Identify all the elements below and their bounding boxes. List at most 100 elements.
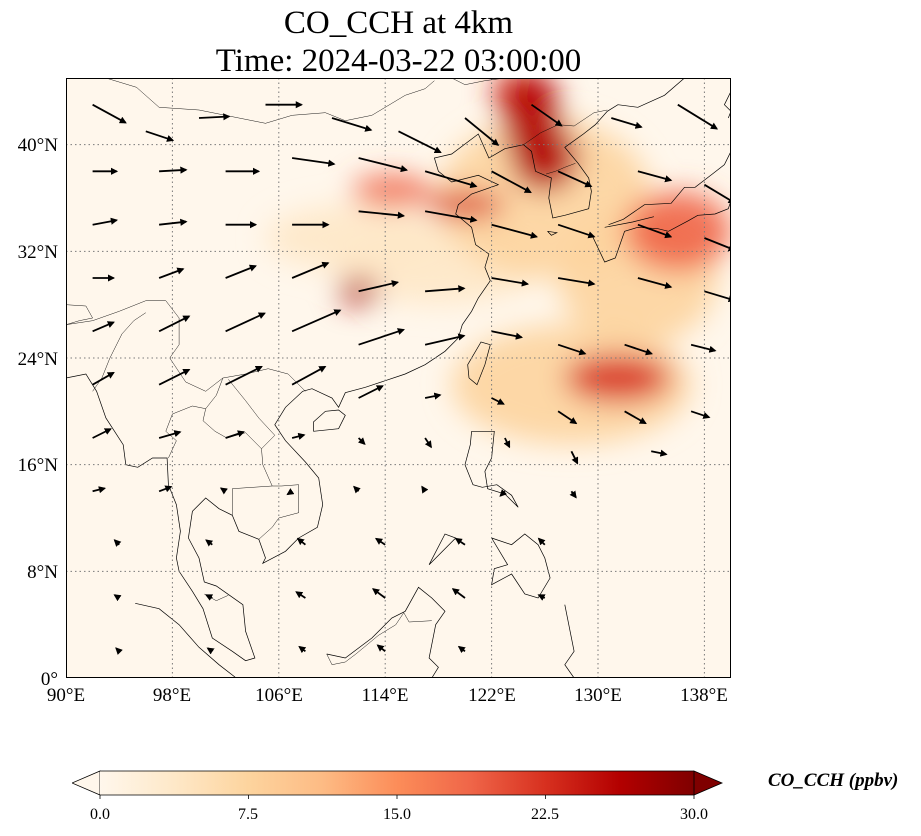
wind-arrow (557, 277, 596, 287)
wind-arrow (113, 594, 122, 602)
coastline (604, 216, 654, 228)
wind-arrow (637, 277, 673, 289)
map-panel (66, 78, 731, 678)
wind-arrow (570, 450, 579, 465)
colorbar-ticks (99, 795, 695, 799)
wind-arrow (491, 397, 505, 405)
wind-arrow (206, 647, 215, 655)
wind-arrow (225, 312, 266, 333)
coastline (464, 430, 519, 508)
wind-arrow (424, 437, 432, 449)
wind-arrow (291, 261, 330, 279)
country-border (546, 163, 576, 175)
coastline (313, 409, 346, 432)
coastline (723, 91, 731, 119)
wind-arrow (92, 428, 112, 439)
wind-arrow (624, 410, 647, 425)
wind-arrow (159, 166, 188, 174)
wind-arrow (358, 385, 384, 399)
wind-arrow (158, 267, 185, 279)
wind-vectors (92, 101, 731, 655)
coastline (564, 604, 575, 678)
wind-arrow (225, 365, 263, 386)
colorbar-extend-min (72, 770, 101, 796)
title-line-1: CO_CCH at 4km (283, 5, 514, 41)
map-canvas (66, 78, 731, 678)
country-border (228, 379, 276, 449)
wind-arrow (703, 183, 731, 204)
wind-arrow (158, 485, 173, 493)
wind-arrow (115, 647, 123, 655)
country-border (523, 109, 608, 145)
wind-arrow (491, 330, 524, 340)
lat-tick-0: 0° (40, 669, 58, 690)
colorbar-extend-max (693, 770, 724, 796)
lat-tick-8: 8°N (27, 562, 58, 583)
wind-arrow (503, 437, 511, 449)
wind-arrow (92, 486, 106, 494)
wind-arrow (358, 328, 405, 346)
wind-arrow (557, 170, 593, 188)
wind-arrow (376, 644, 386, 653)
wind-arrow (457, 645, 466, 654)
coastline (608, 151, 731, 226)
lon-tick-138: 138°E (680, 685, 728, 706)
coastlines-layer (66, 78, 731, 678)
lat-tick-40: 40°N (17, 135, 58, 156)
colorbar-gradient (100, 771, 694, 795)
wind-arrow (357, 437, 366, 446)
wind-arrow (537, 537, 546, 546)
wind-arrow (451, 588, 466, 599)
lon-tick-122: 122°E (468, 685, 516, 706)
wind-arrow (159, 218, 188, 226)
co-plume (338, 278, 379, 305)
wind-arrow (298, 645, 307, 654)
colorbar-tick-22-5: 22.5 (531, 806, 559, 823)
wind-arrow (92, 217, 119, 226)
co-plume (624, 191, 731, 272)
wind-arrow (424, 392, 442, 400)
wind-arrow (637, 223, 673, 239)
country-border (451, 78, 505, 85)
colorbar (72, 770, 724, 799)
country-border (326, 612, 432, 665)
wind-arrow (499, 489, 508, 497)
wind-arrow (295, 591, 306, 599)
lon-tick-130: 130°E (574, 685, 622, 706)
colorbar-label: CO_CCH (ppbv) (768, 770, 899, 791)
co-plume (351, 175, 432, 208)
wind-arrow (353, 485, 361, 494)
wind-arrow (158, 368, 191, 386)
map-frame (66, 78, 731, 678)
lat-tick-16: 16°N (17, 455, 58, 476)
wind-arrow (637, 170, 673, 183)
coastline (467, 341, 491, 386)
coastline (591, 200, 731, 263)
wind-arrow (92, 371, 115, 386)
lat-tick-32: 32°N (17, 242, 58, 263)
coastline (547, 230, 558, 236)
country-border (202, 408, 273, 516)
country-border (105, 78, 435, 124)
wind-arrow (557, 410, 578, 425)
country-border (165, 377, 224, 459)
wind-arrow (491, 223, 538, 239)
wind-arrow (491, 170, 532, 194)
wind-arrow (557, 223, 596, 239)
lon-tick-98: 98°E (152, 685, 192, 706)
coastline (326, 586, 446, 678)
colorbar-tick-30: 30.0 (680, 806, 708, 823)
wind-arrow (331, 117, 373, 132)
wind-arrow (537, 594, 546, 601)
wind-arrow (569, 490, 577, 499)
wind-arrow (205, 594, 214, 601)
wind-arrow (454, 537, 466, 546)
wind-arrow (372, 588, 386, 599)
title-line-2: Time: 2024-03-22 03:00:00 (215, 43, 582, 79)
co-plume (564, 354, 672, 402)
wind-arrow (145, 130, 175, 142)
gridlines (66, 78, 731, 678)
wind-arrow (219, 487, 228, 495)
wind-arrow (491, 277, 530, 287)
lon-tick-114: 114°E (361, 685, 409, 706)
